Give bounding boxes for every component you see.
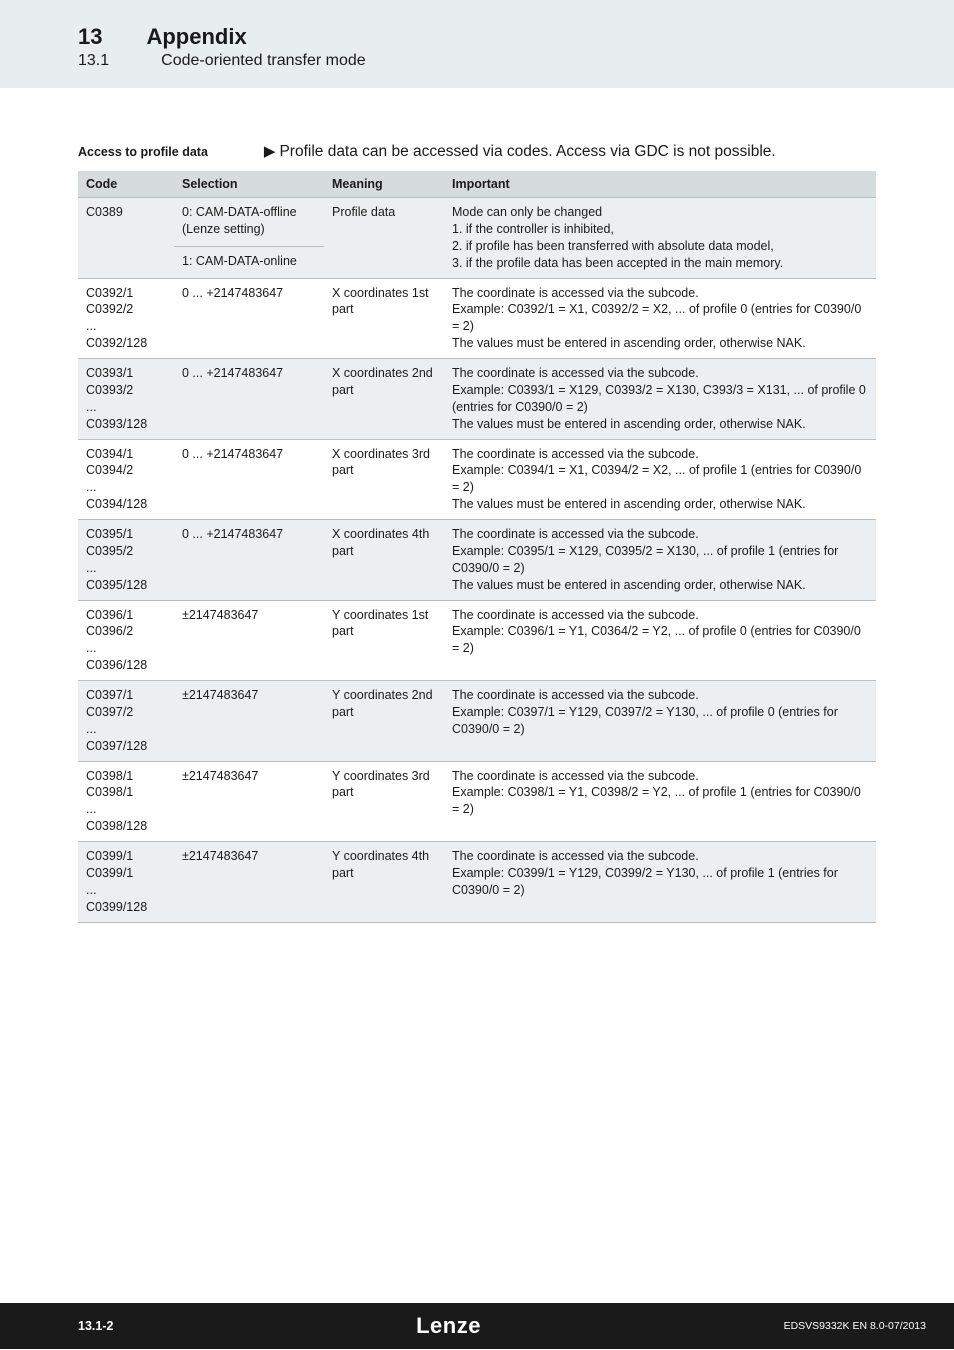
- cell-code: C0394/1C0394/2...C0394/128: [78, 439, 174, 520]
- table-row: C0399/1C0399/1...C0399/128±2147483647Y c…: [78, 842, 876, 923]
- cell-code: C0392/1C0392/2...C0392/128: [78, 278, 174, 359]
- cell-meaning: Y coordinates 1st part: [324, 600, 444, 681]
- cell-important: The coordinate is accessed via the subco…: [444, 359, 876, 440]
- codes-table: Code Selection Meaning Important C03890:…: [78, 171, 876, 923]
- cell-important: The coordinate is accessed via the subco…: [444, 439, 876, 520]
- cell-meaning: X coordinates 2nd part: [324, 359, 444, 440]
- cell-important: The coordinate is accessed via the subco…: [444, 520, 876, 601]
- th-selection: Selection: [174, 171, 324, 198]
- chapter-number: 13: [78, 24, 102, 50]
- cell-important: The coordinate is accessed via the subco…: [444, 842, 876, 923]
- cell-selection: ±2147483647: [174, 842, 324, 923]
- page-header: 13 Appendix 13.1 Code-oriented transfer …: [0, 0, 954, 88]
- cell-important: The coordinate is accessed via the subco…: [444, 761, 876, 842]
- table-row: C03890: CAM-DATA-offline (Lenze setting)…: [78, 198, 876, 247]
- cell-selection: ±2147483647: [174, 761, 324, 842]
- cell-important: The coordinate is accessed via the subco…: [444, 681, 876, 762]
- cell-important: The coordinate is accessed via the subco…: [444, 600, 876, 681]
- cell-code: C0389: [78, 198, 174, 279]
- footer-logo: Lenze: [416, 1313, 481, 1339]
- table-row: C0397/1C0397/2...C0397/128±2147483647Y c…: [78, 681, 876, 762]
- section-title: Code-oriented transfer mode: [161, 52, 366, 70]
- cell-selection: 0 ... +2147483647: [174, 278, 324, 359]
- cell-code: C0398/1C0398/1...C0398/128: [78, 761, 174, 842]
- cell-code: C0396/1C0396/2...C0396/128: [78, 600, 174, 681]
- table-row: C0398/1C0398/1...C0398/128±2147483647Y c…: [78, 761, 876, 842]
- footer-doc-id: EDSVS9332K EN 8.0-07/2013: [784, 1320, 926, 1332]
- cell-selection: ±2147483647: [174, 600, 324, 681]
- cell-meaning: Y coordinates 3rd part: [324, 761, 444, 842]
- cell-important: Mode can only be changed1. if the contro…: [444, 198, 876, 279]
- content-area: Access to profile data ▶Profile data can…: [0, 88, 954, 923]
- table-header-row: Code Selection Meaning Important: [78, 171, 876, 198]
- cell-meaning: X coordinates 3rd part: [324, 439, 444, 520]
- table-row: C0396/1C0396/2...C0396/128±2147483647Y c…: [78, 600, 876, 681]
- page-footer: 13.1-2 Lenze EDSVS9332K EN 8.0-07/2013: [0, 1303, 954, 1349]
- th-meaning: Meaning: [324, 171, 444, 198]
- access-text-value: Profile data can be accessed via codes. …: [279, 143, 775, 160]
- th-important: Important: [444, 171, 876, 198]
- access-text: ▶Profile data can be accessed via codes.…: [264, 142, 776, 161]
- cell-code: C0399/1C0399/1...C0399/128: [78, 842, 174, 923]
- cell-meaning: Y coordinates 2nd part: [324, 681, 444, 762]
- th-code: Code: [78, 171, 174, 198]
- cell-meaning: Profile data: [324, 198, 444, 279]
- header-row-2: 13.1 Code-oriented transfer mode: [78, 52, 954, 70]
- cell-meaning: Y coordinates 4th part: [324, 842, 444, 923]
- cell-meaning: X coordinates 1st part: [324, 278, 444, 359]
- cell-code: C0393/1C0393/2...C0393/128: [78, 359, 174, 440]
- chapter-title: Appendix: [146, 24, 246, 50]
- cell-selection: 0 ... +2147483647: [174, 439, 324, 520]
- header-row-1: 13 Appendix: [78, 24, 954, 50]
- cell-code: C0395/1C0395/2...C0395/128: [78, 520, 174, 601]
- cell-selection: 1: CAM-DATA-online: [174, 247, 324, 278]
- cell-meaning: X coordinates 4th part: [324, 520, 444, 601]
- access-label: Access to profile data: [78, 145, 208, 159]
- table-row: C0392/1C0392/2...C0392/1280 ... +2147483…: [78, 278, 876, 359]
- cell-selection: 0: CAM-DATA-offline (Lenze setting): [174, 198, 324, 247]
- table-row: C0395/1C0395/2...C0395/1280 ... +2147483…: [78, 520, 876, 601]
- footer-page-number: 13.1-2: [78, 1319, 113, 1333]
- table-row: C0394/1C0394/2...C0394/1280 ... +2147483…: [78, 439, 876, 520]
- arrow-icon: ▶: [264, 143, 276, 160]
- cell-selection: ±2147483647: [174, 681, 324, 762]
- section-number: 13.1: [78, 52, 109, 70]
- cell-code: C0397/1C0397/2...C0397/128: [78, 681, 174, 762]
- table-row: C0393/1C0393/2...C0393/1280 ... +2147483…: [78, 359, 876, 440]
- cell-selection: 0 ... +2147483647: [174, 520, 324, 601]
- cell-selection: 0 ... +2147483647: [174, 359, 324, 440]
- cell-important: The coordinate is accessed via the subco…: [444, 278, 876, 359]
- access-row: Access to profile data ▶Profile data can…: [78, 142, 876, 161]
